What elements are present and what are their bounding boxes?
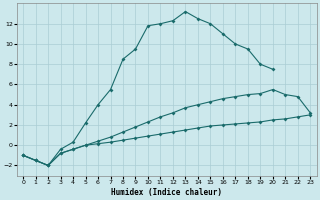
X-axis label: Humidex (Indice chaleur): Humidex (Indice chaleur) (111, 188, 222, 197)
